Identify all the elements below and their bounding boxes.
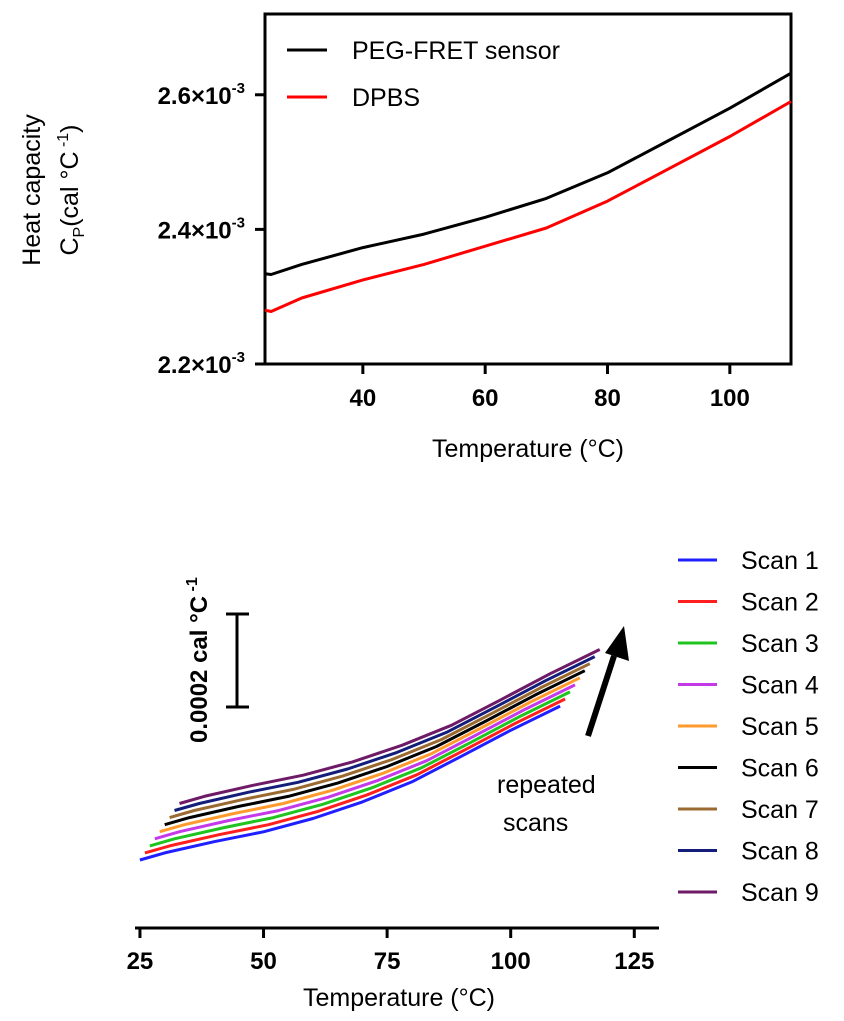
top-y-tick-label: 2.6×10-3 (158, 80, 245, 110)
svg-text:CP(cal °C -1): CP(cal °C -1) (55, 124, 88, 255)
scan-line-1 (139, 704, 561, 862)
scan-line-3 (149, 690, 571, 848)
top-y-axis-label-line1: Heat capacity (18, 114, 46, 266)
top-series-line-1 (264, 71, 792, 276)
scan-line-7 (169, 662, 591, 820)
legend-label-scan-8: Scan 8 (741, 838, 819, 866)
scale-bar (226, 612, 249, 709)
legend-label-scan-5: Scan 5 (741, 713, 819, 741)
top-x-tick-label: 60 (472, 385, 499, 412)
scan-line-2 (144, 697, 566, 855)
top-x-ticks: 40 60 80 100 (350, 364, 750, 412)
scale-bar-label: 0.0002 cal °C -1 (184, 577, 213, 743)
legend-label-scan-1: Scan 1 (741, 547, 819, 575)
top-chart: 2.2×10-3 2.4×10-3 2.6×10-3 40 60 80 100 PEG-F… (18, 12, 793, 463)
top-y-tick-label: 2.2×10-3 (158, 349, 245, 379)
top-y-ticks: 2.2×10-3 2.4×10-3 2.6×10-3 (158, 80, 265, 379)
bottom-x-tick-label: 100 (491, 948, 531, 975)
legend-label-peg-fret: PEG-FRET sensor (352, 37, 560, 65)
annotation-line1: repeated (497, 771, 596, 799)
top-x-tick-label: 80 (594, 385, 621, 412)
bottom-x-ticks: 25 50 75 100 125 (127, 928, 654, 975)
scan-line-9 (179, 648, 601, 805)
repeated-scans-arrow (585, 626, 629, 737)
bottom-x-tick-label: 75 (374, 948, 401, 975)
scan-line-8 (174, 655, 596, 812)
legend-label-scan-9: Scan 9 (741, 879, 819, 907)
top-y-tick-label: 2.4×10-3 (158, 214, 245, 244)
svg-text:Heat capacity: Heat capacity (18, 114, 46, 266)
top-x-tick-label: 100 (710, 385, 750, 412)
bottom-series (139, 648, 601, 862)
top-plot-frame (263, 12, 793, 366)
bottom-x-tick-label: 25 (127, 948, 154, 975)
top-series-line-2 (264, 100, 792, 313)
top-x-axis-label: Temperature (°C) (432, 435, 624, 463)
legend-label-dpbs: DPBS (352, 84, 420, 112)
bottom-x-axis-label: Temperature (°C) (303, 984, 495, 1012)
bottom-x-tick-label: 125 (614, 948, 654, 975)
legend-label-scan-6: Scan 6 (741, 755, 819, 783)
annotation-line2: scans (503, 809, 568, 837)
top-x-tick-label: 40 (350, 385, 377, 412)
svg-text:0.0002 cal °C -1: 0.0002 cal °C -1 (184, 577, 213, 743)
top-series (264, 71, 792, 313)
scan-line-5 (159, 676, 581, 834)
bottom-x-tick-label: 50 (250, 948, 277, 975)
legend-label-scan-4: Scan 4 (741, 672, 819, 700)
legend-label-scan-7: Scan 7 (741, 796, 819, 824)
top-y-axis-label-line2: CP(cal °C -1) (55, 124, 88, 255)
bottom-legend: Scan 1 Scan 2 Scan 3 Scan 4 Scan 5 Scan 6 Scan… (678, 547, 819, 907)
legend-label-scan-2: Scan 2 (741, 589, 819, 617)
legend-label-scan-3: Scan 3 (741, 630, 819, 658)
scan-line-4 (154, 683, 576, 841)
bottom-chart: 25 50 75 100 125 0.0002 cal °C -1 repeated s… (127, 547, 819, 1012)
scan-line-6 (164, 669, 586, 827)
